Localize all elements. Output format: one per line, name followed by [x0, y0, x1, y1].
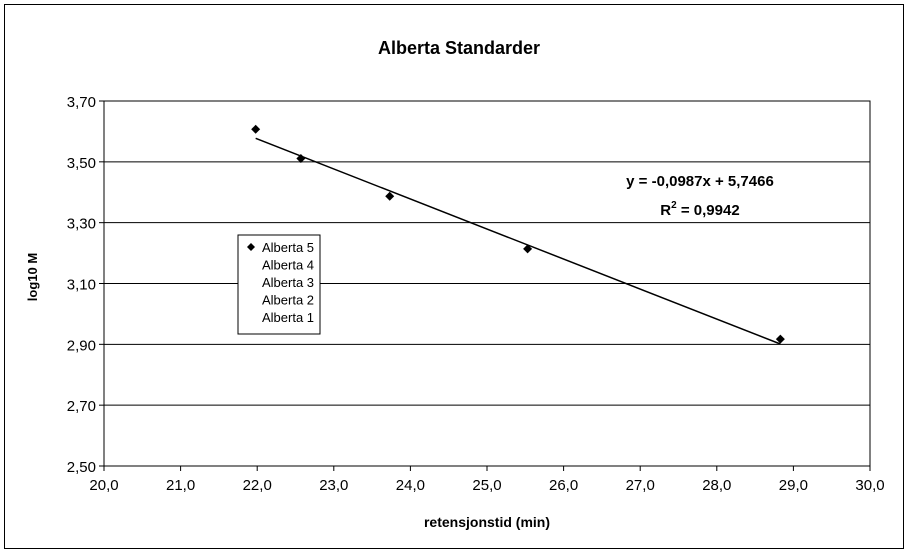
chart-container: Alberta Standarder 2,50 2,70 2,90 3,10 3,30 3… [4, 4, 904, 549]
x-tick-label: 29,0 [779, 477, 808, 494]
trendline-equation: y = -0,0987x + 5,7466 [626, 173, 774, 190]
y-tick-label: 3,10 [67, 277, 96, 294]
x-tick-label: 21,0 [166, 477, 195, 494]
x-tick-label: 25,0 [472, 477, 501, 494]
data-point [523, 244, 533, 254]
legend: Alberta 5 Alberta 4 Alberta 3 Alberta 2 Albe… [237, 234, 321, 335]
trendline [255, 137, 781, 345]
y-axis-label: log10 M [25, 253, 40, 301]
x-tick-label: 26,0 [549, 477, 578, 494]
x-tick-label: 30,0 [855, 477, 884, 494]
legend-box [237, 234, 321, 335]
y-tick-label: 2,50 [67, 459, 96, 476]
y-tick-label: 3,30 [67, 216, 96, 233]
y-tick-label: 3,50 [67, 155, 96, 172]
scatter-chart: Alberta Standarder 2,50 2,70 2,90 3,10 3,30 3… [25, 38, 885, 530]
y-tick-label: 3,70 [67, 94, 96, 111]
legend-entry: Alberta 3 [262, 275, 314, 290]
x-tick-label: 20,0 [89, 477, 118, 494]
legend-entry: Alberta 5 [262, 240, 314, 255]
data-point [775, 334, 785, 344]
x-axis-label: retensjonstid (min) [424, 514, 550, 530]
r-squared-label: R2 = 0,9942 [660, 200, 739, 219]
data-points [251, 124, 785, 344]
x-tick-label: 24,0 [396, 477, 425, 494]
x-axis-ticks: 20,0 21,0 22,0 23,0 24,0 25,0 26,0 27,0 28,0 29,0… [89, 466, 885, 494]
y-axis-ticks: 2,50 2,70 2,90 3,10 3,30 3,50 3,70 [67, 94, 104, 476]
gridlines [104, 100, 870, 467]
data-point [251, 124, 261, 134]
chart-title: Alberta Standarder [378, 38, 540, 58]
x-tick-label: 28,0 [702, 477, 731, 494]
x-tick-label: 23,0 [319, 477, 348, 494]
legend-entry: Alberta 1 [262, 310, 314, 325]
y-tick-label: 2,90 [67, 337, 96, 354]
x-tick-label: 27,0 [626, 477, 655, 494]
x-tick-label: 22,0 [243, 477, 272, 494]
legend-marker [247, 243, 255, 251]
y-tick-label: 2,70 [67, 398, 96, 415]
data-point [385, 191, 395, 201]
legend-entry: Alberta 4 [262, 258, 314, 273]
data-point [296, 153, 306, 163]
legend-entry: Alberta 2 [262, 293, 314, 308]
